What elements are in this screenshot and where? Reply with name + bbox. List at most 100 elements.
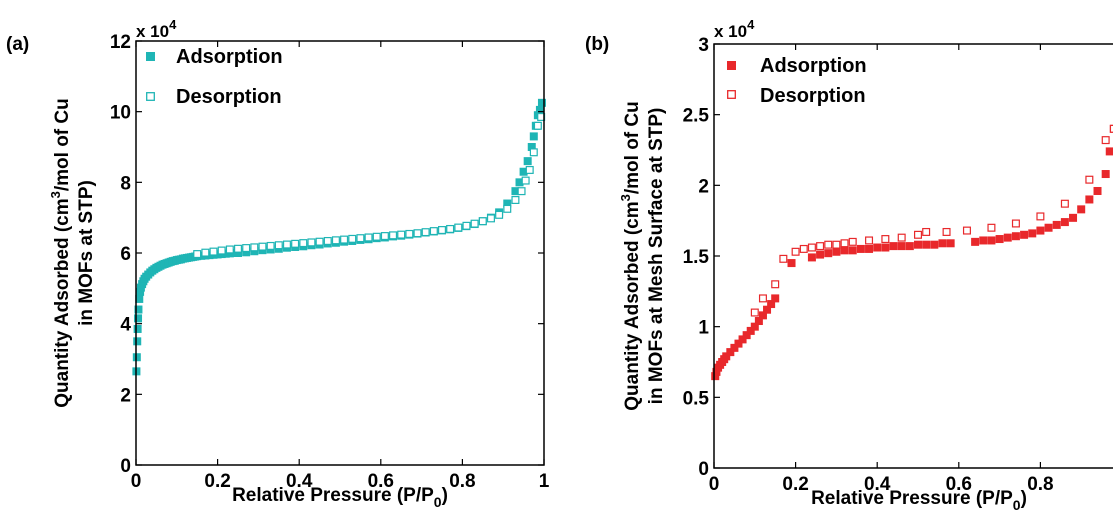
panel-b-y-tick-label: 1.5	[683, 247, 710, 268]
panel-a-desorption-point	[331, 236, 340, 245]
panel-a-desorption-point	[348, 234, 357, 243]
panel-a-desorption-point	[323, 236, 332, 245]
panel-a-desorption-point	[438, 226, 447, 235]
panel-a-desorption-point	[478, 217, 487, 226]
panel-b-desorption-point	[1011, 219, 1020, 228]
panel-a-adsorption-point	[197, 251, 206, 260]
panel-a-multiplier-base: x 10	[136, 22, 169, 41]
panel-b-adsorption-point	[914, 240, 922, 249]
panel-a-adsorption-point	[205, 251, 214, 260]
panel-b-adsorption-point	[979, 236, 988, 245]
panel-b-adsorption-point	[971, 237, 980, 246]
panel-b-desorption-point	[779, 254, 788, 263]
panel-b-adsorption-point	[848, 246, 857, 255]
panel-b-adsorption-point	[722, 352, 731, 361]
panel-a-desorption-point	[315, 237, 324, 246]
panel-b-adsorption-point	[824, 249, 833, 258]
panel-b-adsorption-point	[738, 335, 747, 344]
panel-a-marks	[132, 98, 546, 376]
panel-a-adsorption-point	[535, 105, 544, 114]
panel-a-x-tick-label: 0.2	[204, 471, 230, 492]
panel-a-desorption-point	[525, 165, 534, 174]
panel-b-desorption-point	[1109, 124, 1113, 133]
panel-b-desorption-point	[816, 242, 825, 251]
panel-b-adsorption-point	[889, 242, 898, 251]
panel-b-desorption-point	[840, 239, 849, 248]
panel-b-y-axis-title: Quantity Adsorbed (cm3/mol of Cu in MOFs…	[618, 101, 667, 411]
panel-a-desorption-point	[274, 241, 283, 250]
panel-a-desorption-point	[421, 228, 430, 237]
panel-b-adsorption-point	[1011, 232, 1020, 241]
panel-b-legend-adsorption-marker	[727, 61, 736, 70]
panel-b-x-axis-title: Relative Pressure (P/P0)	[811, 488, 1027, 513]
panel-b-x-axis-title-end: )	[1021, 488, 1027, 509]
panel-a-desorption-point	[429, 227, 438, 236]
panel-b-desorption-point	[807, 243, 816, 252]
panel-a-adsorption-point	[133, 337, 142, 346]
panel-b-multiplier-base: x 10	[714, 22, 747, 41]
panel-a-desorption-point	[413, 229, 422, 238]
panel-a-adsorption-point	[527, 143, 536, 151]
panel-b-desorption-point	[824, 240, 833, 249]
panel-a-x-axis-title: Relative Pressure (P/P0)	[232, 485, 448, 510]
panel-a-desorption-point	[503, 204, 512, 213]
panel-a-x-tick-label: 0.8	[449, 471, 475, 492]
panel-b-adsorption-point	[1036, 226, 1045, 235]
panel-a-desorption-point	[470, 219, 479, 228]
panel-b-legend-desorption-marker	[727, 90, 736, 99]
panel-b-y-axis-title-line1-end: /mol of Cu	[622, 101, 643, 194]
panel-b-desorption-point	[913, 230, 922, 239]
panel-b-adsorption-point	[734, 339, 743, 348]
panel-a-desorption-point	[266, 241, 275, 250]
panel-b-adsorption-point	[832, 247, 841, 256]
panel-a-y-tick-label: 6	[120, 244, 131, 265]
panel-b-x-tick-label: 0.8	[1027, 474, 1053, 495]
panel-a-y-tick-label: 4	[120, 315, 131, 336]
panel-b-desorption-point	[942, 227, 951, 236]
panel-a-multiplier: x 104	[136, 17, 177, 41]
panel-a-desorption-point	[372, 232, 381, 241]
panel-a-desorption-point	[234, 244, 243, 253]
panel-a-adsorption-point	[503, 199, 512, 208]
panel-a-desorption-point	[529, 148, 538, 157]
panel-a-adsorption-point	[135, 294, 144, 303]
panel-a-desorption-point	[397, 230, 406, 239]
panel-a-adsorption-point	[229, 249, 238, 257]
panel-a-y-tick-label: 0	[120, 456, 131, 477]
panel-b-adsorption-point	[726, 348, 735, 357]
panel-b-ticks: 0 0.2 0.4 0.6 0.8 0 0.5 1 1.5 2 2.5 3	[683, 35, 1054, 495]
panel-b-adsorption-point	[865, 244, 874, 253]
panel-a-desorption-point	[405, 229, 414, 238]
panel-a-adsorption-point	[134, 314, 143, 323]
panel-b-adsorption-point	[1077, 205, 1086, 214]
panel-b-x-tick-label: 0.2	[782, 474, 808, 495]
panel-b-adsorption-point	[1003, 233, 1012, 242]
panel-a-x-axis-title-main: Relative Pressure (P/P	[232, 485, 434, 506]
panel-a-desorption-point	[340, 235, 349, 244]
panel-b-adsorption-point	[730, 343, 739, 352]
panel-a-adsorption-point	[136, 287, 145, 296]
panel-a-desorption-point	[225, 245, 234, 254]
panel-b-desorption-point	[1085, 175, 1094, 184]
panel-b-adsorption-point	[1101, 170, 1110, 179]
panel-a-adsorption-point	[537, 98, 546, 107]
panel-a-x-tick-label: 0.6	[368, 471, 394, 492]
panel-a-x-tick-label: 0	[131, 471, 142, 492]
panel-a-desorption-point	[511, 196, 520, 205]
panel-b-multiplier-exp: 4	[747, 17, 755, 32]
panel-b-desorption-point	[897, 233, 906, 242]
panel-b-y-tick-label: 2.5	[683, 106, 710, 127]
panel-a-desorption-point	[533, 121, 542, 130]
panel-b-adsorption-point	[905, 242, 914, 251]
panel-b-desorption-point	[1036, 212, 1045, 221]
panel-a-desorption-point	[258, 242, 267, 251]
panel-b-multiplier: x 104	[714, 17, 755, 41]
panel-a-y-tick-label: 10	[110, 103, 131, 124]
panel-b-adsorption-point	[1044, 223, 1053, 232]
panel-a-x-axis-title-end: )	[442, 485, 448, 506]
panel-b-desorption-point	[922, 227, 931, 236]
panel-b-desorption-point	[1060, 199, 1069, 208]
panel-b-adsorption-point	[1020, 230, 1029, 239]
panel-b: (b) x 104 0 0.2 0.4 0.6 0.8 0 0.5 1 1.5 2 2.5 3 Ads…	[585, 17, 1113, 513]
